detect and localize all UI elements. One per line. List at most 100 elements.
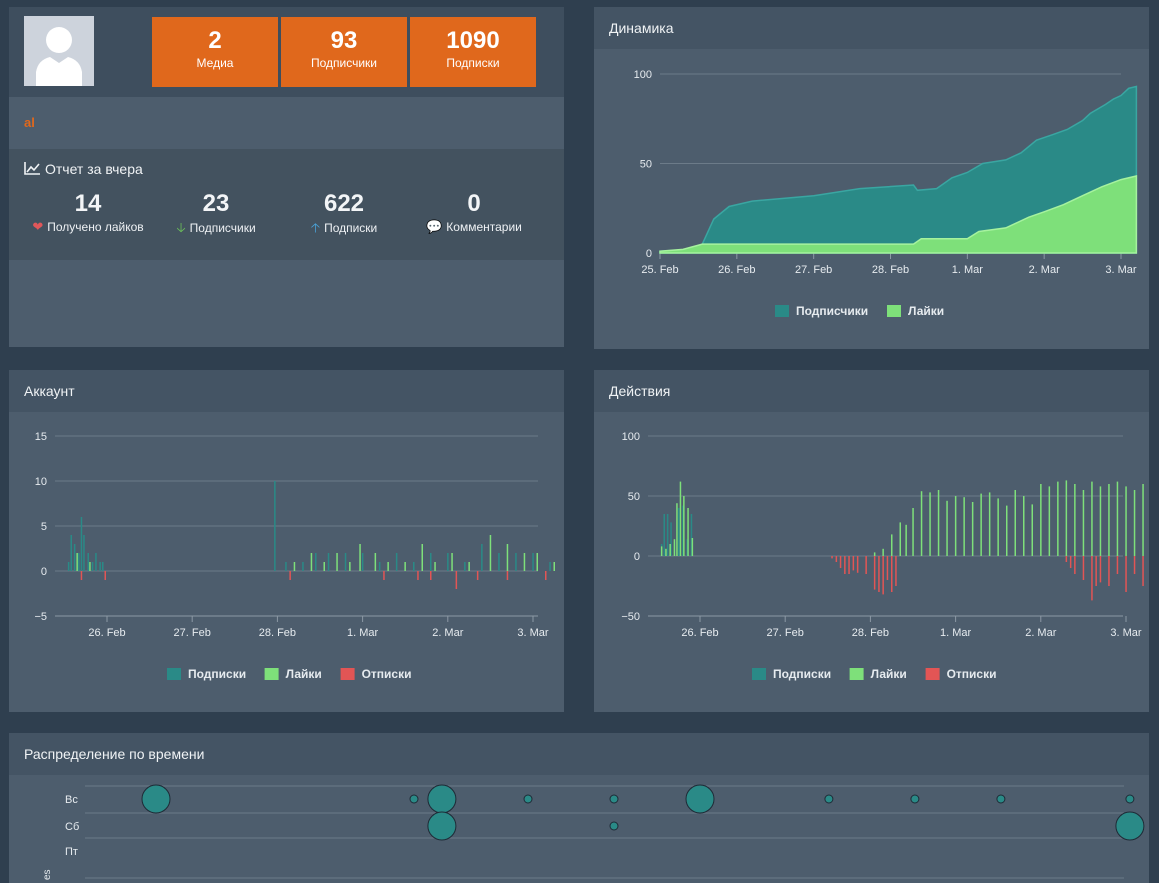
bar-1-12: [899, 522, 901, 556]
bar-1-41: [1142, 484, 1144, 556]
bar-0-1: [70, 535, 72, 571]
bar-2-2: [839, 556, 842, 568]
legend-label-0: Подписчики: [796, 304, 868, 318]
y-tick-label: 50: [640, 159, 652, 171]
bar-1-3: [673, 539, 676, 556]
bar-2-3: [844, 556, 846, 574]
bar-1-13: [451, 553, 453, 571]
y-category-label: Вс: [65, 794, 78, 806]
bar-2-16: [1074, 556, 1076, 574]
time-distribution-title: Распределение по времени: [9, 733, 1149, 775]
bar-2-19: [1095, 556, 1097, 586]
y-category-label: Сб: [65, 821, 79, 833]
x-tick-label: 26. Feb: [681, 627, 718, 639]
bar-0-16: [344, 553, 347, 571]
bar-1-23: [988, 492, 991, 556]
bar-0-13: [302, 562, 304, 571]
report-following: 622 🡡 Подписки: [297, 189, 391, 241]
account-chart: −5 0 5 10 15 26. Feb 27. Feb 28. Feb 1. Mar 2. Ma…: [34, 431, 555, 681]
bar-2-1: [104, 571, 106, 580]
report-likes: 14 ❤ Получено лайков: [23, 189, 153, 235]
bar-0-3: [78, 553, 80, 571]
bar-1-39: [1125, 486, 1127, 556]
y-category-label: Пт: [65, 846, 78, 858]
y-tick-label: 10: [35, 476, 47, 488]
new-following-label: Подписки: [324, 221, 378, 235]
bar-1-18: [946, 500, 948, 556]
y-tick-label: 50: [628, 491, 640, 503]
followers-label: Подписчики: [310, 56, 377, 70]
bar-2-7: [865, 556, 867, 574]
bar-1-1: [665, 548, 667, 556]
bubble-8: [996, 794, 1006, 804]
username-link[interactable]: al: [24, 115, 35, 130]
legend-swatch-0: [775, 305, 789, 317]
x-tick-label: 3. Mar: [517, 627, 549, 639]
y-tick-label: 0: [646, 248, 652, 260]
bar-0-28: [549, 562, 551, 571]
following-stat[interactable]: 1090 Подписки: [410, 17, 536, 87]
account-panel: Аккаунт −5 0 5 10 15 26. Feb 27. Feb 28. Feb 1. …: [9, 370, 564, 712]
bar-1-8: [374, 553, 377, 571]
y-tick-label: 100: [634, 69, 652, 81]
legend-label-0: Подписки: [773, 667, 831, 681]
legend-label-0: Подписки: [188, 667, 246, 681]
legend-label-2: Отписки: [947, 667, 997, 681]
actions-title: Действия: [594, 370, 1149, 412]
report-title-text: Отчет за вчера: [45, 161, 143, 177]
bar-0-22: [447, 553, 449, 571]
bar-2-8: [873, 556, 876, 590]
bar-0-0: [67, 562, 70, 571]
bar-2-7: [476, 571, 479, 580]
new-followers-label: Подписчики: [189, 221, 256, 235]
bar-0-6: [682, 505, 684, 556]
bar-1-14: [468, 562, 470, 571]
bar-1-8: [691, 538, 694, 556]
bar-2-13: [895, 556, 897, 586]
bar-1-21: [971, 502, 974, 556]
bubble-2: [427, 784, 457, 814]
bar-1-13: [905, 524, 907, 556]
media-stat[interactable]: 2 Медиа: [152, 17, 278, 87]
x-tick-label: 26. Feb: [88, 627, 125, 639]
line-chart-icon: [24, 162, 40, 175]
following-label: Подписки: [446, 56, 500, 70]
bar-1-24: [997, 498, 999, 556]
bar-1-11: [891, 534, 893, 556]
bar-0-17: [361, 553, 364, 571]
bar-2-21: [1108, 556, 1110, 586]
y-tick-label: 0: [634, 551, 640, 563]
bar-2-17: [1082, 556, 1085, 580]
legend-swatch-0: [167, 668, 181, 680]
bar-1-30: [1048, 486, 1051, 556]
bar-1-17: [523, 553, 526, 571]
bar-1-15: [489, 535, 492, 571]
comments-label: Комментарии: [446, 220, 522, 234]
x-tick-label: 28. Feb: [852, 627, 889, 639]
bar-0-2: [73, 544, 76, 571]
bar-1-34: [1082, 490, 1085, 556]
bar-2-6: [455, 571, 458, 589]
bubble-11: [609, 821, 619, 831]
bar-2-5: [430, 571, 432, 580]
bar-2-20: [1099, 556, 1102, 583]
bar-0-6: [87, 553, 89, 571]
bar-0-10: [102, 562, 104, 571]
bar-2-3: [383, 571, 385, 580]
bar-1-35: [1091, 481, 1093, 556]
new-followers-value: 23: [202, 190, 230, 217]
bar-2-6: [856, 556, 859, 573]
followers-stat[interactable]: 93 Подписчики: [281, 17, 407, 87]
bar-1-16: [929, 492, 931, 556]
bar-1-7: [359, 544, 361, 571]
actions-panel: Действия −50 0 50 100 26. Feb 27. Feb 28. Feb 1…: [594, 370, 1149, 712]
bar-1-33: [1074, 484, 1076, 556]
profile-panel: 2 Медиа 93 Подписчики 1090 Подписки al О…: [9, 7, 564, 347]
bar-1-28: [1031, 504, 1033, 556]
avatar[interactable]: [24, 16, 94, 86]
bar-1-37: [1108, 484, 1110, 556]
bar-1-10: [404, 562, 406, 571]
bar-2-12: [891, 556, 893, 592]
bubble-4: [609, 794, 619, 804]
legend-swatch-1: [849, 668, 864, 680]
